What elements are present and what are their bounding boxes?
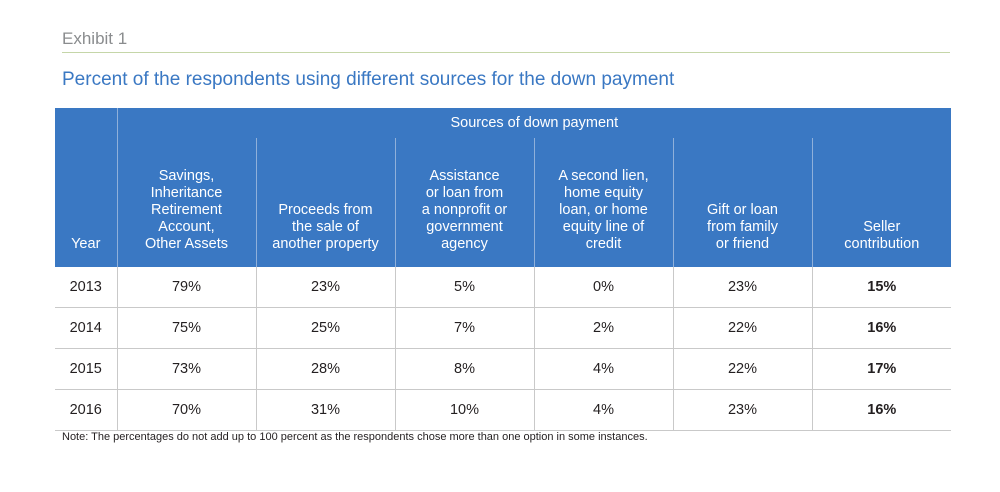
value-cell: 25% (255, 307, 395, 349)
value-cell: 28% (255, 348, 395, 390)
column-header: Gift or loan from family or friend (672, 138, 812, 267)
table-row: 2013 79% 23% 5% 0% 23% 15% (55, 267, 952, 308)
column-header: Assistance or loan from a nonprofit or gove… (394, 138, 534, 267)
column-header-line: agency (441, 236, 488, 252)
table-row: 2014 75% 25% 7% 2% 22% 16% (55, 307, 952, 349)
value-cell: 4% (533, 348, 673, 390)
column-header-line: Seller (863, 219, 901, 235)
value-cell: 22% (672, 348, 812, 390)
column-header-line: Inheritance (150, 185, 223, 201)
column-header-line: loan, or home (559, 202, 648, 218)
value-cell: 31% (255, 389, 395, 431)
value-cell: 22% (672, 307, 812, 349)
column-header-line: Assistance (429, 168, 500, 184)
value-cell: 10% (394, 389, 534, 431)
column-header-line: equity line of (562, 219, 645, 235)
value-cell: 23% (255, 267, 395, 308)
value-cell: 2% (533, 307, 673, 349)
column-header-line: Gift or loan (707, 202, 778, 218)
seller-contribution-cell: 16% (811, 307, 952, 349)
column-header-line: contribution (844, 236, 920, 252)
value-cell: 23% (672, 267, 812, 308)
sources-group-header: Sources of down payment (116, 108, 952, 138)
column-header-line: Proceeds from (278, 202, 373, 218)
down-payment-sources-table: Year Sources of down payment Savings, Inh… (55, 108, 952, 431)
value-cell: 70% (116, 389, 256, 431)
value-cell: 8% (394, 348, 534, 390)
column-header: Savings, Inheritance Retirement Account, Oth… (116, 138, 256, 267)
column-header-line: the sale of (292, 219, 359, 235)
seller-contribution-cell: 16% (811, 389, 952, 431)
column-header-line: A second lien, (558, 168, 649, 184)
value-cell: 7% (394, 307, 534, 349)
year-cell: 2015 (55, 348, 117, 390)
table-body: 2013 79% 23% 5% 0% 23% 15% 2014 75% 25% 7% 2% 22% 16%… (55, 267, 952, 431)
year-cell: 2013 (55, 267, 117, 308)
column-header-line: or friend (715, 236, 770, 252)
value-cell: 75% (116, 307, 256, 349)
table-row: 2016 70% 31% 10% 4% 23% 16% (55, 389, 952, 431)
header-divider (62, 52, 950, 53)
column-header-line: from family (707, 219, 778, 235)
value-cell: 23% (672, 389, 812, 431)
year-cell: 2014 (55, 307, 117, 349)
value-cell: 5% (394, 267, 534, 308)
column-header-line: government (426, 219, 503, 235)
column-header-line: Account, (158, 219, 215, 235)
column-header: Proceeds from the sale of another property (255, 138, 395, 267)
column-header: A second lien, home equity loan, or home eq… (533, 138, 673, 267)
column-header-line: or loan from (425, 185, 504, 201)
table-title: Percent of the respondents using differe… (62, 69, 675, 90)
header-row-group: Year Sources of down payment (55, 108, 952, 267)
seller-contribution-cell: 17% (811, 348, 952, 390)
table-row: 2015 73% 28% 8% 4% 22% 17% (55, 348, 952, 390)
column-header-line: home equity (564, 185, 643, 201)
value-cell: 79% (116, 267, 256, 308)
column-header-line: another property (272, 236, 379, 252)
column-header-line: Savings, (158, 168, 215, 184)
column-header-line: credit (585, 236, 622, 252)
value-cell: 0% (533, 267, 673, 308)
seller-contribution-cell: 15% (811, 267, 952, 308)
year-cell: 2016 (55, 389, 117, 431)
value-cell: 73% (116, 348, 256, 390)
column-header-line: Other Assets (144, 236, 228, 252)
column-header-line: a nonprofit or (421, 202, 508, 218)
exhibit-label: Exhibit 1 (62, 29, 128, 48)
year-header: Year (55, 108, 117, 267)
header-row-columns: Savings, Inheritance Retirement Account, Oth… (55, 138, 952, 267)
column-header: Seller contribution (811, 138, 952, 267)
value-cell: 4% (533, 389, 673, 431)
column-header-line: Retirement (151, 202, 222, 218)
footnote: Note: The percentages do not add up to 1… (62, 431, 648, 443)
